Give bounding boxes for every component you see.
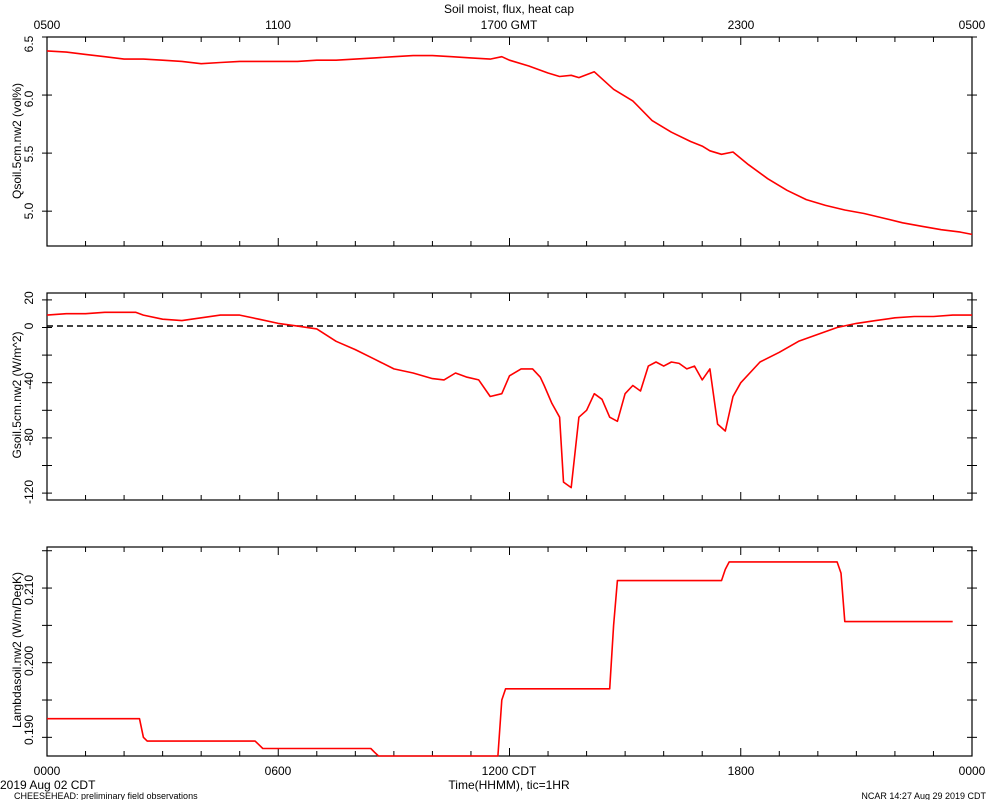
series-line — [46, 311, 972, 489]
axis-ticks — [42, 293, 977, 500]
bottom-tick-label: 0600 — [265, 764, 292, 778]
axis-ticks — [42, 547, 977, 756]
series-line — [46, 50, 973, 236]
bottom-tick-label: 1800 — [728, 764, 755, 778]
top-tick-label: 0500 — [959, 18, 986, 32]
series-line — [47, 561, 953, 757]
y-tick-label: 0.190 — [22, 715, 36, 745]
y-axis-label: Qsoil.5cm.nw2 (vol%) — [10, 83, 24, 199]
series-group — [46, 50, 973, 236]
y-tick-label: -120 — [22, 480, 36, 504]
top-tick-label: 2300 — [728, 18, 755, 32]
y-tick-label: -40 — [22, 372, 36, 390]
y-tick-label: 6.0 — [22, 90, 36, 107]
y-tick-label: -80 — [22, 428, 36, 446]
thermal-conductivity-panel: 0.190 0.200 0.210 Lambdasoil.nw2 (W/m/De… — [10, 546, 977, 757]
y-tick-label: 0 — [22, 322, 36, 329]
footer-project: CHEESEHEAD: preliminary field observatio… — [14, 791, 198, 800]
top-axis-labels: 0500 1100 1700 GMT 2300 0500 — [34, 18, 986, 32]
x-axis-label: Time(HHMM), tic=1HR — [448, 778, 570, 792]
plot-frame — [46, 546, 973, 757]
top-tick-label: 0500 — [34, 18, 61, 32]
footer-credit: NCAR 14:27 Aug 29 2019 CDT — [861, 791, 986, 800]
bottom-tick-label: 0000 — [34, 764, 61, 778]
y-axis-label: Lambdasoil.nw2 (W/m/DegK) — [10, 572, 24, 728]
plot-frame — [46, 292, 973, 501]
plot-frame — [46, 36, 973, 247]
series-group — [46, 311, 972, 489]
y-tick-label: 0.210 — [22, 575, 36, 605]
y-tick-label: 0.200 — [22, 646, 36, 676]
bottom-axis-labels: 0000 0600 1200 CDT 1800 0000 — [34, 764, 986, 778]
series-group — [47, 561, 953, 757]
y-tick-label: 5.0 — [22, 202, 36, 219]
y-tick-labels: 0.190 0.200 0.210 — [22, 575, 36, 745]
top-tick-label: 1700 GMT — [481, 18, 538, 32]
y-tick-label: 5.5 — [22, 145, 36, 162]
chart-title: Soil moist, flux, heat cap — [444, 2, 574, 16]
bottom-tick-label: 0000 — [959, 764, 986, 778]
soil-heat-flux-panel: 20 0 -40 -80 -120 Gsoil.5cm.nw2 (W/m^2) — [10, 291, 977, 504]
top-tick-label: 1100 — [265, 18, 291, 32]
y-tick-labels: 20 0 -40 -80 -120 — [22, 291, 36, 504]
bottom-tick-label: 1200 CDT — [482, 764, 537, 778]
y-tick-label: 20 — [22, 291, 36, 305]
y-axis-label: Gsoil.5cm.nw2 (W/m^2) — [10, 332, 24, 459]
soil-moisture-panel: 5.0 5.5 6.0 6.5 Qsoil.5cm.nw2 (vol%) — [10, 35, 977, 247]
y-tick-label: 6.5 — [22, 35, 36, 52]
footer-date: 2019 Aug 02 CDT — [0, 778, 96, 792]
y-tick-labels: 5.0 5.5 6.0 6.5 — [22, 35, 36, 219]
axis-ticks — [42, 36, 977, 246]
